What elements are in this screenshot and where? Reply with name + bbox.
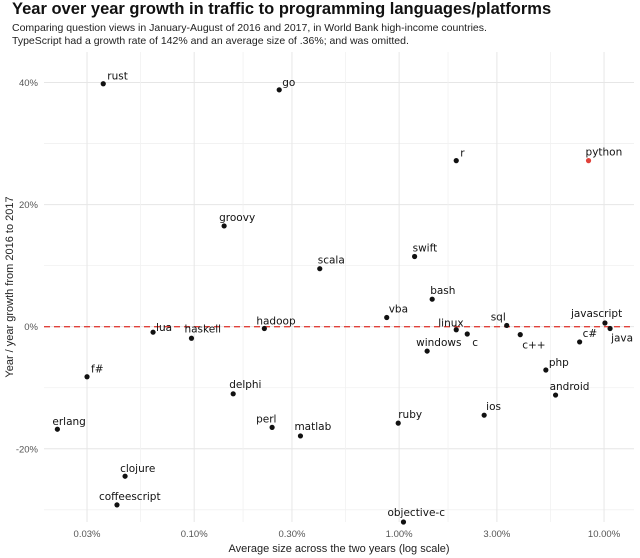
label-c++: c++ [522,340,545,352]
point-swift [412,253,418,260]
point-coffeescript [114,502,120,508]
x-tick-label: 3.00% [483,529,510,540]
point-c# [577,339,583,345]
chart-subtitle: Comparing question views in January-Augu… [12,22,487,48]
y-tick-label: 0% [24,322,38,333]
point-c [464,331,470,337]
label-ios: ios [486,401,501,413]
point-delphi [230,391,236,397]
x-axis-title: Average size across the two years (log s… [228,543,449,555]
label-swift: swift [413,242,438,254]
point-scala [317,266,323,272]
label-delphi: delphi [229,379,261,391]
point-erlang [54,426,60,432]
label-coffeescript: coffeescript [99,491,161,503]
label-groovy: groovy [219,212,255,224]
y-tick-label: 20% [19,200,39,211]
label-perl: perl [256,413,276,425]
point-groovy [221,223,227,229]
x-tick-label: 0.10% [181,529,208,540]
point-windows [424,348,430,354]
point-python [585,158,592,164]
point-lua [150,329,156,335]
label-android: android [550,381,590,393]
point-android [552,392,559,398]
y-tick-label: 40% [19,78,39,89]
point-javascript [602,320,608,326]
point-objective-c [400,519,407,525]
subtitle-line-1: Comparing question views in January-Augu… [12,22,487,34]
label-linux: linux [438,318,463,330]
point-labels: rust go r python groovy swift scala bash vba java… [52,71,633,519]
label-c: c [472,337,478,349]
label-r: r [460,148,465,160]
x-axis-ticks: 0.03% 0.10% 0.30% 1.00% 3.00% 10.00% [74,529,621,540]
point-clojure [122,473,128,479]
label-python: python [586,147,623,159]
label-haskell: haskell [184,323,221,335]
point-sql [504,322,510,329]
x-tick-label: 10.00% [588,529,621,540]
point-r [453,158,459,164]
x-tick-label: 0.03% [74,529,101,540]
label-f#: f# [91,364,104,376]
y-axis-ticks: -20% 0% 20% 40% [16,78,39,455]
x-tick-label: 0.30% [278,529,305,540]
point-c++ [517,332,523,338]
label-vba: vba [389,304,408,316]
label-windows: windows [416,337,461,349]
point-f# [84,374,90,380]
point-ruby [395,420,401,426]
point-go [276,87,282,93]
label-go: go [282,77,295,89]
label-java: java [610,333,633,345]
point-perl [269,424,275,430]
point-linux [453,327,459,333]
point-hadoop [261,325,267,332]
label-lua: lua [156,322,172,334]
label-rust: rust [107,71,128,83]
label-javascript: javascript [570,308,622,320]
point-bash [429,296,435,302]
label-clojure: clojure [120,463,155,475]
label-bash: bash [430,285,455,297]
label-scala: scala [318,255,345,267]
point-ios [481,412,487,418]
point-vba [384,314,390,321]
y-tick-label: -20% [16,444,39,455]
point-rust [100,81,106,87]
label-erlang: erlang [52,416,85,428]
point-java [607,325,613,332]
data-points [54,81,613,525]
label-c#: c# [583,328,598,340]
chart-title: Year over year growth in traffic to prog… [12,0,552,18]
label-hadoop: hadoop [256,316,296,328]
subtitle-line-2: TypeScript had a growth rate of 142% and… [12,35,409,47]
grid [44,52,634,522]
point-matlab [297,433,304,439]
label-php: php [549,357,569,369]
y-axis-title: Year / year growth from 2016 to 2017 [4,196,16,377]
label-sql: sql [491,311,506,323]
label-ruby: ruby [398,409,422,421]
label-matlab: matlab [294,421,331,433]
point-haskell [188,335,195,341]
label-objective-c: objective-c [387,507,445,519]
x-tick-label: 1.00% [386,529,413,540]
point-php [543,367,549,373]
